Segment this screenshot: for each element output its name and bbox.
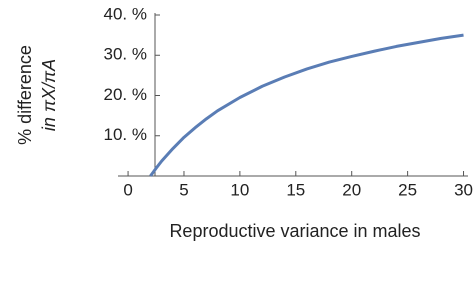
x-tick-label: 0 [123,180,132,199]
y-tick-label: 10. % [104,125,147,144]
x-tick-label: 30 [454,180,473,199]
x-tick-label: 25 [398,180,417,199]
x-tick-label: 20 [342,180,361,199]
x-tick-label: 10 [230,180,249,199]
y-tick-label: 30. % [104,45,147,64]
x-tick-label: 5 [179,180,188,199]
y-axis-label-line: in πX/πA [39,59,59,131]
x-tick-label: 15 [286,180,305,199]
y-axis-label: % difference in πX/πA [15,45,59,145]
y-axis-label-line: % difference [15,45,35,145]
y-tick-label: 20. % [104,85,147,104]
x-axis-label: Reproductive variance in males [169,221,420,241]
y-tick-label: 40. % [104,4,147,23]
data-line [149,33,464,177]
